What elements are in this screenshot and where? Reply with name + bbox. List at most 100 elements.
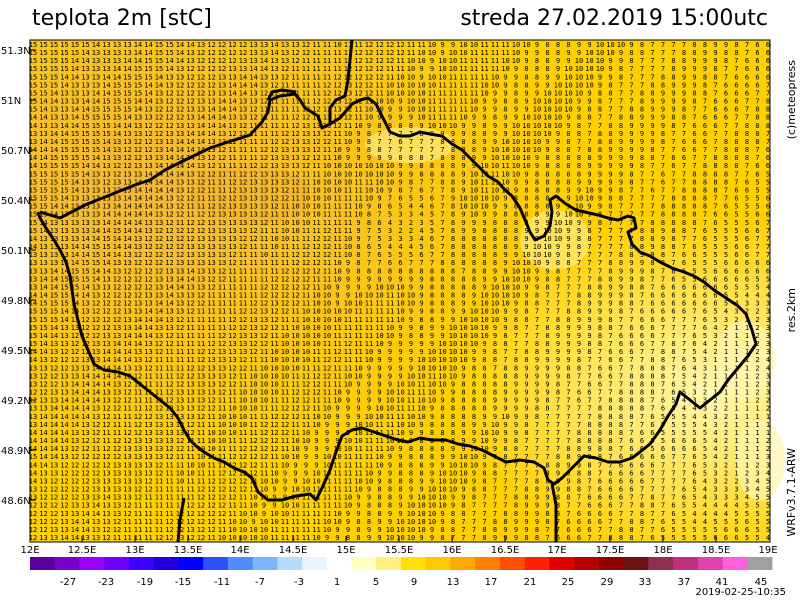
grid-value: 8 [545,324,549,332]
grid-value: 7 [545,292,549,300]
grid-value: 9 [608,284,612,292]
grid-value: 8 [535,195,539,203]
grid-value: 10 [407,81,415,89]
grid-value: 12 [281,292,289,300]
grid-value: 11 [312,90,320,98]
grid-value: 9 [661,227,665,235]
grid-value: 13 [344,90,352,98]
grid-value: 6 [734,267,738,275]
grid-value: 13 [165,130,173,138]
grid-value: 12 [375,65,383,73]
grid-value: 7 [682,178,686,186]
grid-value: 12 [312,235,320,243]
grid-value: 10 [501,146,509,154]
grid-value: 12 [92,453,100,461]
grid-value: 7 [430,178,434,186]
grid-value: 8 [472,138,476,146]
grid-value: 11 [449,73,457,81]
grid-value: 15 [29,203,37,211]
grid-value: 12 [165,98,173,106]
grid-value: 4 [692,405,696,413]
grid-value: 4 [409,243,413,251]
grid-value: 12 [228,259,236,267]
grid-value: 5 [734,510,738,518]
grid-value: 7 [724,73,728,81]
grid-value: 14 [92,502,100,510]
grid-value: 8 [409,332,413,340]
grid-value: 9 [388,380,392,388]
grid-value: 14 [39,284,47,292]
colorbar-swatch [747,557,773,570]
grid-value: 12 [71,477,79,485]
grid-value: 12 [260,453,268,461]
grid-value: 9 [566,57,570,65]
grid-value: 4 [713,445,717,453]
grid-value: 7 [608,453,612,461]
grid-value: 2 [766,397,770,405]
grid-value: 8 [724,57,728,65]
grid-value: 8 [503,227,507,235]
grid-value: 15 [92,114,100,122]
grid-value: 14 [123,219,131,227]
grid-value: 10 [522,130,530,138]
grid-value: 12 [113,170,121,178]
grid-value: 6 [724,90,728,98]
country-border [36,39,758,543]
grid-value: 4 [713,324,717,332]
grid-value: 8 [766,106,770,114]
grid-value: 9 [409,494,413,502]
grid-value: 10 [270,477,278,485]
grid-value: 15 [92,243,100,251]
grid-value: 15 [71,41,79,49]
grid-value: 9 [419,486,423,494]
grid-value: 8 [545,154,549,162]
grid-value: 8 [640,41,644,49]
grid-value: 12 [186,235,194,243]
grid-value: 14 [50,275,58,283]
grid-value: 6 [661,453,665,461]
grid-value: 12 [123,275,131,283]
grid-value: 2 [724,324,728,332]
grid-value: 6 [682,284,686,292]
grid-value: 9 [661,106,665,114]
grid-value: 8 [577,364,581,372]
grid-value: 12 [102,413,110,421]
grid-value: 10 [249,534,257,542]
grid-value: 5 [734,235,738,243]
grid-value: 12 [113,437,121,445]
grid-value: 8 [545,195,549,203]
grid-value: 5 [419,195,423,203]
grid-value: 7 [650,477,654,485]
grid-value: 14 [144,308,152,316]
grid-value: 9 [482,453,486,461]
grid-value: 14 [102,251,110,259]
grid-value: 11 [197,429,205,437]
grid-value: 7 [671,332,675,340]
grid-value: 6 [598,477,602,485]
grid-value: 6 [734,81,738,89]
grid-value: 9 [598,81,602,89]
grid-value: 11 [333,324,341,332]
grid-value: 11 [312,364,320,372]
grid-value: 14 [228,98,236,106]
grid-value: 10 [575,211,583,219]
grid-value: 9 [419,534,423,542]
grid-value: 8 [682,227,686,235]
grid-value: 6 [734,98,738,106]
grid-value: 9 [461,170,465,178]
grid-value: 14 [113,372,121,380]
grid-value: 13 [123,486,131,494]
grid-value: 5 [682,275,686,283]
grid-value: 7 [682,461,686,469]
grid-value: 8 [535,211,539,219]
grid-value: 13 [102,195,110,203]
grid-value: 15 [71,130,79,138]
grid-value: 8 [556,275,560,283]
grid-value: 7 [566,389,570,397]
grid-value: 6 [577,510,581,518]
grid-value: 12 [291,275,299,283]
grid-value: 13 [218,90,226,98]
grid-value: 10 [459,203,467,211]
grid-value: 11 [323,146,331,154]
grid-value: 12 [218,380,226,388]
